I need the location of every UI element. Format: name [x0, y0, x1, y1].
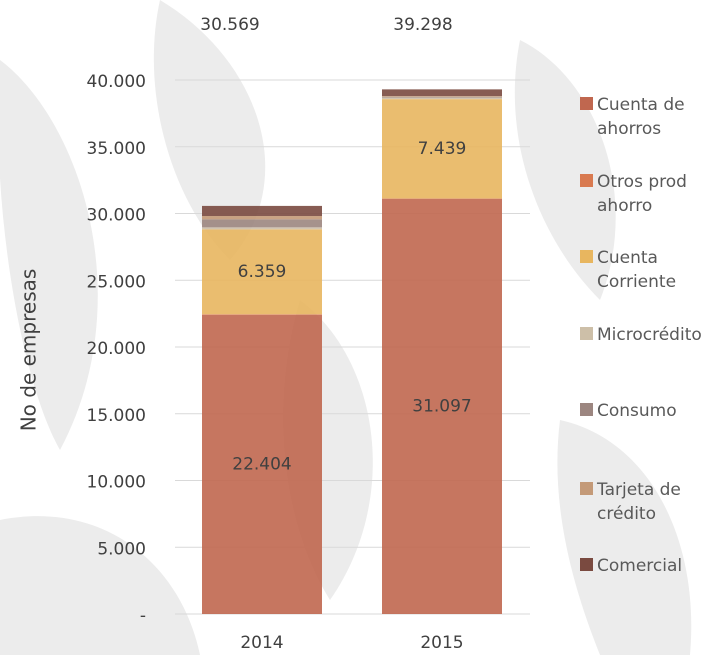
legend-label: Cuenta de ahorros — [597, 95, 685, 139]
legend-label: Comercial — [597, 556, 683, 576]
legend-item: Consumo — [580, 399, 715, 423]
data-label: 6.359 — [238, 262, 287, 282]
legend-item: Otros prod ahorro — [580, 170, 715, 218]
bar-segment — [202, 227, 322, 230]
y-tick-label: 35.000 — [87, 139, 146, 159]
bar-segment — [202, 205, 322, 216]
legend-label: Cuenta Corriente — [597, 248, 677, 292]
y-tick-label: 10.000 — [87, 473, 146, 493]
bar-segment — [382, 89, 502, 97]
legend-item: Cuenta de ahorros — [580, 93, 715, 141]
total-label: 39.298 — [393, 15, 452, 35]
bar-segment — [382, 198, 502, 615]
legend-label: Microcrédito — [597, 325, 702, 345]
y-tick-label: 5.000 — [97, 539, 146, 559]
legend-swatch — [580, 250, 593, 263]
bar-segment — [202, 314, 322, 315]
y-tick-label: 30.000 — [87, 206, 146, 226]
bar-segment — [202, 219, 322, 228]
legend-item: Microcrédito — [580, 323, 715, 347]
legend-swatch — [580, 482, 593, 495]
y-tick-label: 40.000 — [87, 72, 146, 92]
legend-swatch — [580, 97, 593, 110]
y-tick-label: - — [140, 606, 146, 626]
data-label: 31.097 — [412, 396, 471, 416]
total-label: 30.569 — [200, 15, 259, 35]
legend-label: Consumo — [597, 401, 677, 421]
bar-segment — [382, 96, 502, 98]
legend-item: Cuenta Corriente — [580, 246, 715, 294]
bar-segment — [382, 96, 502, 97]
bar-segment — [202, 314, 322, 614]
y-tick-label: 20.000 — [87, 339, 146, 359]
legend-label: Tarjeta de crédito — [597, 480, 681, 524]
data-label: 22.404 — [232, 454, 291, 474]
x-tick-label: 2014 — [240, 633, 283, 653]
legend-swatch — [580, 558, 593, 571]
x-tick-label: 2015 — [420, 633, 463, 653]
bar-segment — [202, 215, 322, 220]
legend-label: Otros prod ahorro — [597, 172, 687, 216]
legend-swatch — [580, 174, 593, 187]
legend-swatch — [580, 327, 593, 340]
y-tick-label: 25.000 — [87, 272, 146, 292]
legend-item: Comercial — [580, 554, 715, 578]
y-axis-title: No de empresas — [17, 269, 41, 432]
bar-segment — [202, 229, 322, 315]
y-tick-label: 15.000 — [87, 406, 146, 426]
legend-swatch — [580, 403, 593, 416]
legend-item: Tarjeta de crédito — [580, 478, 715, 526]
data-label: 7.439 — [418, 139, 467, 159]
bar-segment — [382, 99, 502, 199]
bar-segment — [382, 97, 502, 100]
